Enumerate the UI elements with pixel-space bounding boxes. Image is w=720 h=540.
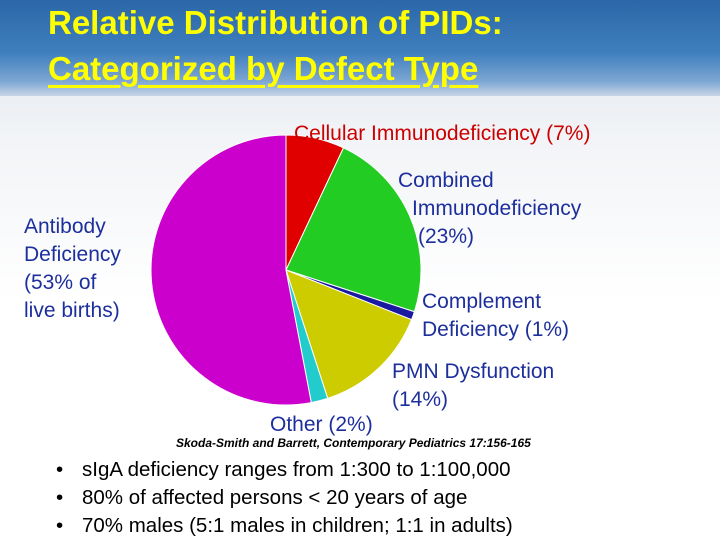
- label-combined-line-2: Immunodeficiency: [412, 197, 582, 220]
- slide-title-line-2: Categorized by Defect Type: [48, 50, 479, 87]
- label-other: Other (2%): [270, 413, 373, 436]
- label-antibody-deficiency: Antibody Deficiency (53% of live births): [24, 213, 121, 325]
- bullet-item: • sIgA deficiency ranges from 1:300 to 1:…: [56, 456, 513, 484]
- label-complement-line-2: Deficiency (1%): [422, 318, 570, 341]
- bullet-text: 80% of affected persons < 20 years of ag…: [82, 486, 468, 509]
- bullet-glyph: •: [56, 514, 64, 537]
- label-cellular-immunodeficiency: Cellular Immunodeficiency (7%): [294, 122, 591, 145]
- bullet-glyph: •: [56, 486, 64, 509]
- label-combined-line-3: (23%): [418, 225, 475, 248]
- label-antibody-line-4: live births): [24, 299, 120, 322]
- slide-title-line-1: Relative Distribution of PIDs:: [48, 4, 503, 41]
- bullet-text: 70% males (5:1 males in children; 1:1 in…: [82, 514, 513, 537]
- citation: Skoda-Smith and Barrett, Contemporary Pe…: [176, 436, 531, 450]
- bullet-glyph: •: [56, 458, 64, 481]
- label-antibody-line-2: Deficiency: [24, 243, 121, 266]
- label-pmn-dysfunction: PMN Dysfunction (14%): [392, 358, 554, 414]
- label-combined-immunodeficiency: Combined Immunodeficiency (23%): [398, 167, 581, 251]
- bullet-item: • 70% males (5:1 males in children; 1:1 i…: [56, 512, 513, 540]
- bullet-item: • 80% of affected persons < 20 years of a…: [56, 484, 513, 512]
- pie-slice-antibody-deficiency: [150, 134, 312, 406]
- label-combined-line-1: Combined: [398, 169, 494, 192]
- label-antibody-line-3: (53% of: [24, 271, 97, 294]
- label-pmn-line-1: PMN Dysfunction: [392, 360, 555, 383]
- title-banner: Relative Distribution of PIDs: Categoriz…: [0, 0, 720, 96]
- label-pmn-line-2: (14%): [392, 388, 449, 411]
- label-complement-line-1: Complement: [422, 290, 542, 313]
- pie-slice-combined-immunodeficiency: [285, 147, 422, 313]
- bullet-text: sIgA deficiency ranges from 1:300 to 1:1…: [82, 458, 511, 481]
- label-complement-deficiency: Complement Deficiency (1%): [422, 288, 569, 344]
- label-antibody-line-1: Antibody: [24, 215, 106, 238]
- bullet-list: • sIgA deficiency ranges from 1:300 to 1:…: [56, 456, 513, 540]
